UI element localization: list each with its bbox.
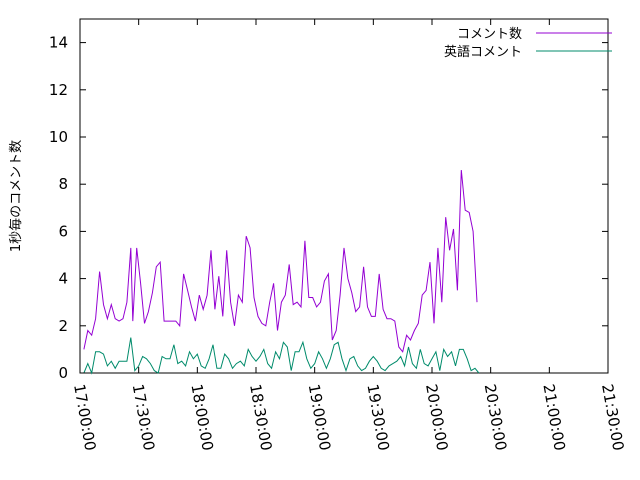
y-tick-label: 6: [58, 222, 68, 240]
y-tick-label: 0: [58, 364, 68, 382]
x-axis-ticks: 17:00:00 17:30:00 18:00:00 18:30:00 19:00:00…: [70, 19, 627, 452]
x-tick-label: 21:00:00: [539, 383, 568, 452]
y-axis-ticks: 0 2 4 6 8 10 12 14: [49, 34, 608, 382]
legend-label-1: コメント数: [457, 27, 522, 42]
x-tick-label: 19:00:00: [305, 383, 334, 452]
x-tick-label: 18:00:00: [187, 383, 216, 452]
y-tick-label: 2: [58, 317, 68, 335]
y-tick-label: 10: [49, 128, 68, 146]
x-tick-label: 17:30:00: [129, 383, 158, 452]
series-lines: [83, 169, 480, 375]
y-tick-label: 8: [58, 175, 68, 193]
legend-label-2: 英語コメント: [444, 44, 522, 60]
y-tick-label: 14: [49, 34, 68, 52]
x-tick-label: 20:00:00: [422, 383, 451, 452]
plot-frame: [79, 18, 609, 374]
x-tick-label: 17:00:00: [70, 383, 99, 452]
x-tick-label: 20:30:00: [481, 383, 510, 452]
x-tick-label: 21:30:00: [598, 383, 627, 452]
y-axis-label: 1秒毎のコメント数: [8, 140, 24, 252]
series-line-1: [83, 169, 478, 353]
series-line-2: [83, 337, 480, 375]
y-tick-label: 12: [49, 81, 68, 99]
x-tick-label: 19:30:00: [363, 383, 392, 452]
x-tick-label: 18:30:00: [246, 383, 275, 452]
y-tick-label: 4: [58, 270, 68, 288]
plot-border: [79, 18, 609, 374]
